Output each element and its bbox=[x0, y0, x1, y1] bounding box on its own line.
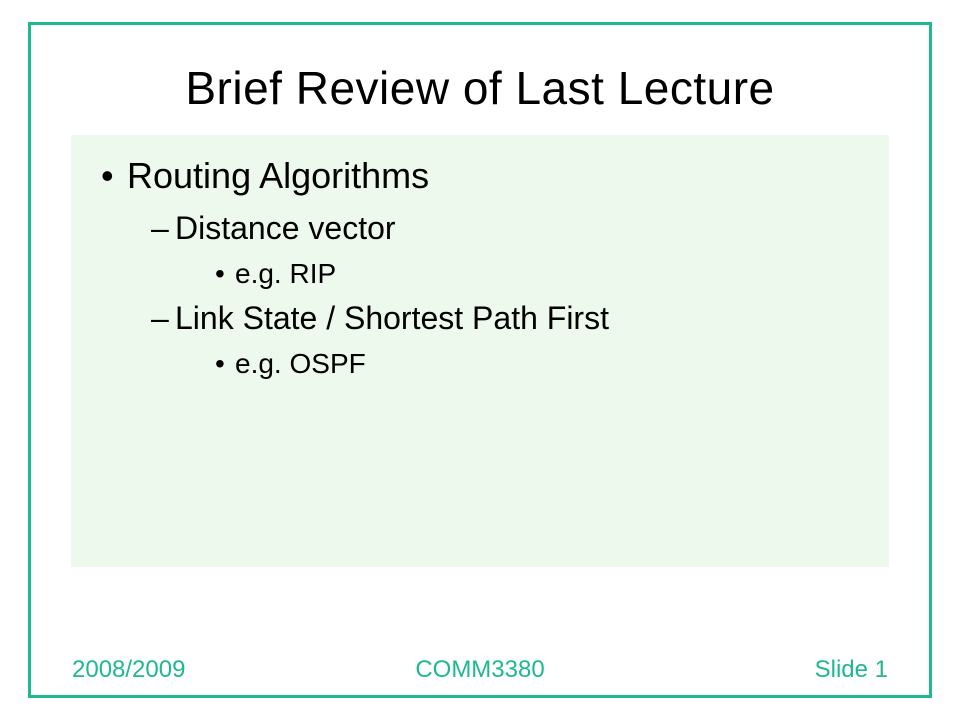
bullet-level3: •e.g. OSPF bbox=[215, 346, 869, 382]
bullet-level2: –Link State / Shortest Path First bbox=[151, 298, 869, 340]
bullet-marker: • bbox=[215, 256, 235, 292]
bullet-text: e.g. OSPF bbox=[235, 348, 366, 379]
slide-footer: 2008/2009 COMM3380 Slide 1 bbox=[72, 656, 888, 684]
footer-slide-number: Slide 1 bbox=[616, 656, 888, 684]
bullet-text: Distance vector bbox=[175, 210, 396, 246]
content-box: •Routing Algorithms –Distance vector •e.… bbox=[71, 135, 889, 567]
dash-marker: – bbox=[151, 298, 175, 340]
bullet-marker: • bbox=[215, 346, 235, 382]
bullet-text: Link State / Shortest Path First bbox=[175, 300, 609, 336]
bullet-text: e.g. RIP bbox=[235, 258, 336, 289]
bullet-level1: •Routing Algorithms bbox=[101, 153, 869, 198]
bullet-level2: –Distance vector bbox=[151, 208, 869, 250]
slide-title: Brief Review of Last Lecture bbox=[31, 61, 929, 115]
bullet-text: Routing Algorithms bbox=[127, 155, 429, 196]
footer-year: 2008/2009 bbox=[72, 656, 344, 684]
footer-course: COMM3380 bbox=[344, 656, 616, 684]
dash-marker: – bbox=[151, 208, 175, 250]
bullet-level3: •e.g. RIP bbox=[215, 256, 869, 292]
slide-frame: Brief Review of Last Lecture •Routing Al… bbox=[28, 22, 932, 698]
bullet-marker: • bbox=[101, 153, 127, 198]
